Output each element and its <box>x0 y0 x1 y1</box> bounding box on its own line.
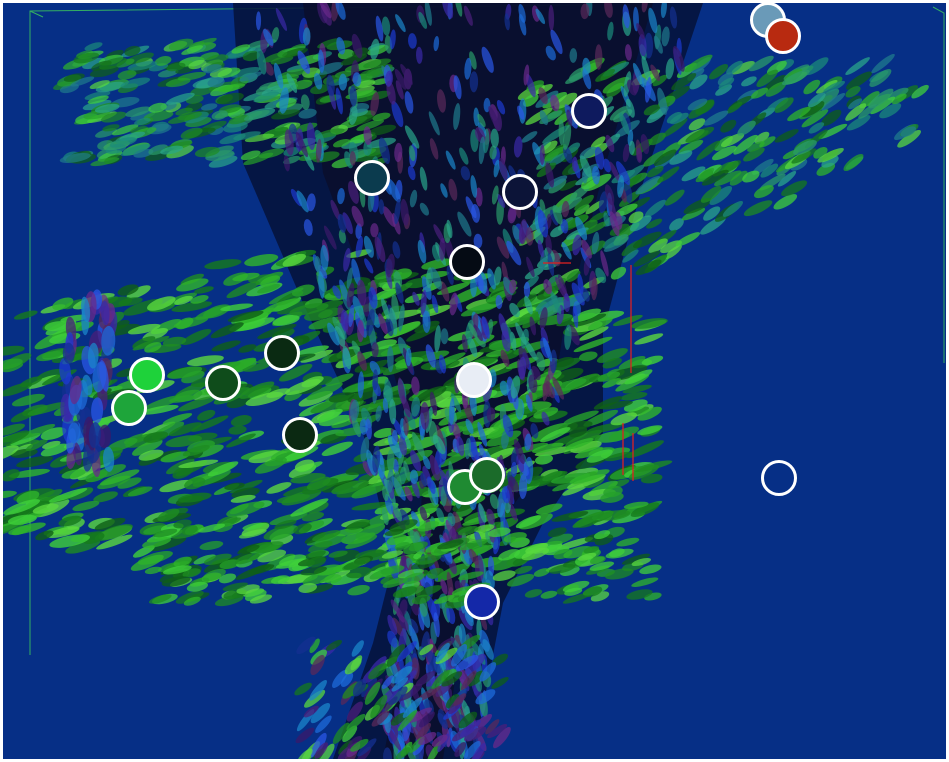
landmark-marker[interactable] <box>502 174 538 210</box>
landmark-marker[interactable] <box>354 160 390 196</box>
fiber-glyphs <box>3 3 929 759</box>
3d-viewport[interactable] <box>3 3 946 759</box>
crosshair <box>543 262 634 481</box>
landmark-marker[interactable] <box>205 365 241 401</box>
landmark-marker[interactable] <box>449 244 485 280</box>
landmark-marker[interactable] <box>111 390 147 426</box>
landmark-marker[interactable] <box>469 457 505 493</box>
landmark-marker[interactable] <box>761 460 797 496</box>
landmark-marker[interactable] <box>456 362 492 398</box>
landmark-marker[interactable] <box>264 335 300 371</box>
landmark-marker[interactable] <box>464 584 500 620</box>
landmark-marker[interactable] <box>129 357 165 393</box>
landmark-marker[interactable] <box>765 18 801 54</box>
landmark-marker[interactable] <box>282 417 318 453</box>
landmark-marker[interactable] <box>571 93 607 129</box>
